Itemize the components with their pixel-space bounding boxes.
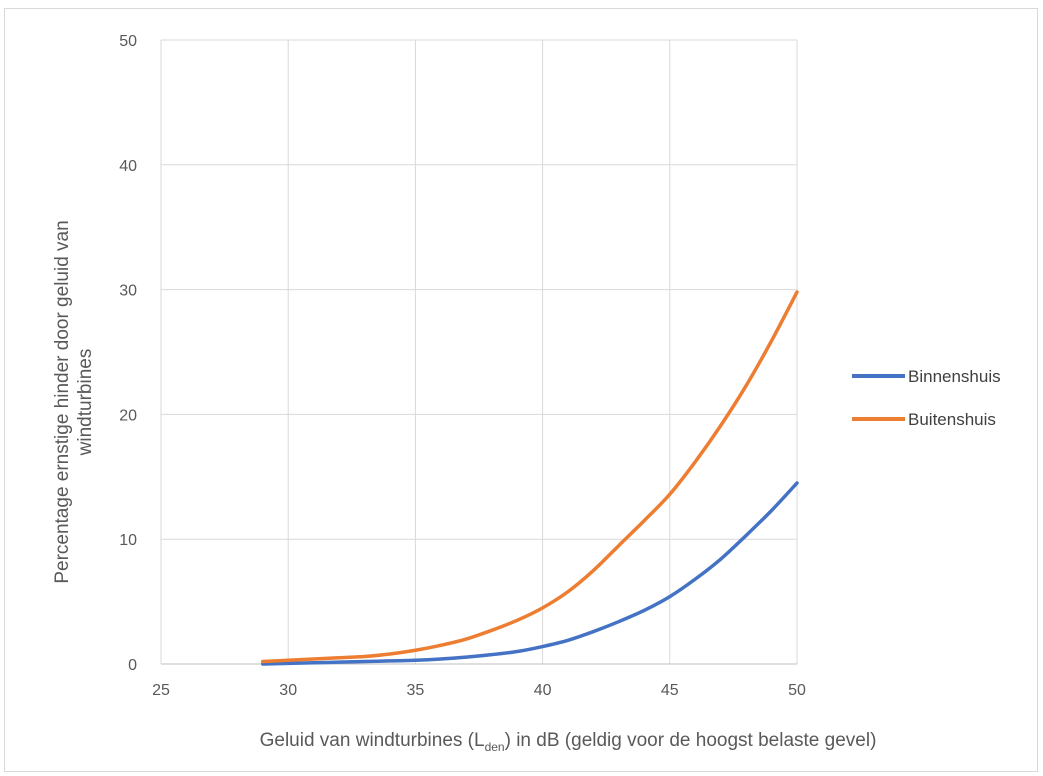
gridlines xyxy=(160,39,798,665)
series-line-buitenshuis xyxy=(261,290,799,664)
x-tick-label: 25 xyxy=(152,682,170,699)
y-tick-label: 40 xyxy=(119,158,137,175)
y-tick-label: 50 xyxy=(119,33,137,50)
x-tick-label: 50 xyxy=(788,682,806,699)
y-axis-title-line-2: windturbines xyxy=(75,349,96,457)
y-tick-label: 0 xyxy=(128,657,137,674)
x-tick-label: 30 xyxy=(279,682,297,699)
series-line-binnenshuis xyxy=(261,481,799,666)
legend-label-buitenshuis: Buitenshuis xyxy=(908,410,996,429)
series-lines xyxy=(261,290,799,666)
chart-frame xyxy=(4,8,1038,772)
x-tick-label: 35 xyxy=(407,682,425,699)
y-axis-title: Percentage ernstige hinder door geluid v… xyxy=(52,220,96,583)
legend: Binnenshuis Buitenshuis xyxy=(852,367,1001,429)
x-tick-label: 40 xyxy=(534,682,552,699)
y-tick-label: 20 xyxy=(119,407,137,424)
y-tick-label: 30 xyxy=(119,283,137,300)
y-axis-ticks: 0 10 20 30 40 50 xyxy=(119,33,137,674)
x-axis-title: Geluid van windturbines (Lden) in dB (ge… xyxy=(260,730,877,754)
legend-label-binnenshuis: Binnenshuis xyxy=(908,367,1001,386)
y-tick-label: 10 xyxy=(119,532,137,549)
x-tick-label: 45 xyxy=(661,682,679,699)
x-axis-ticks: 25 30 35 40 45 50 xyxy=(152,682,806,699)
y-axis-title-line-1: Percentage ernstige hinder door geluid v… xyxy=(52,220,73,583)
